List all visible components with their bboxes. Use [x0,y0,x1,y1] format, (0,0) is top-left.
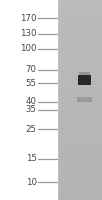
Text: 35: 35 [26,105,37,114]
Text: 70: 70 [26,65,37,74]
Text: 10: 10 [26,178,37,187]
Bar [78,75,91,85]
Text: 170: 170 [20,14,37,23]
Text: 130: 130 [20,29,37,38]
Text: 15: 15 [26,154,37,163]
Text: 55: 55 [26,79,37,88]
Text: 25: 25 [26,125,37,134]
Bar [77,97,92,102]
Text: 40: 40 [26,97,37,106]
Bar [79,72,90,80]
Text: 100: 100 [20,44,37,53]
Bar [0,0,58,200]
